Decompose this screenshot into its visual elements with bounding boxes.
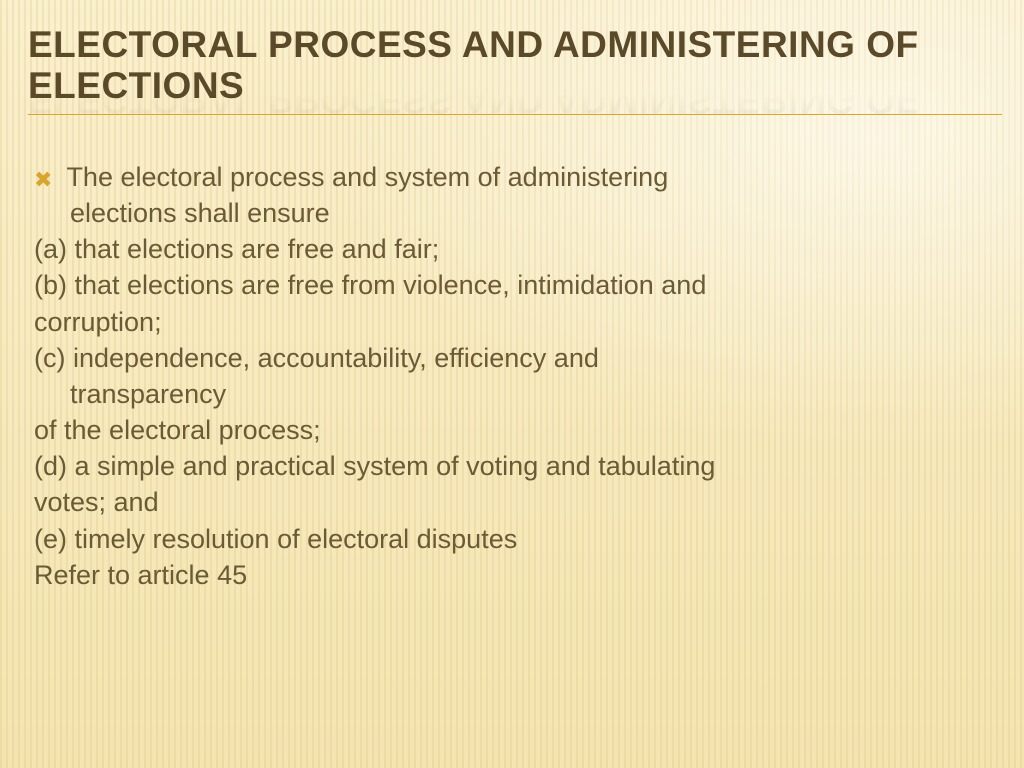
bullet-text-line2: elections shall ensure: [28, 195, 996, 231]
item-c: (c) independence, accountability, effici…: [28, 340, 996, 376]
item-b: (b) that elections are free from violenc…: [28, 267, 996, 303]
bullet-text-line1: The electoral process and system of admi…: [66, 159, 996, 195]
bullet-item: ✖ The electoral process and system of ad…: [28, 159, 996, 195]
bullet-marker-icon: ✖: [34, 165, 52, 194]
item-d: (d) a simple and practical system of vot…: [28, 448, 996, 484]
slide-container: ELECTORAL PROCESS AND ADMINISTERING OF E…: [0, 0, 1024, 768]
slide-body: ✖ The electoral process and system of ad…: [28, 159, 996, 593]
item-c-cont: transparency: [28, 376, 996, 412]
item-b-cont: corruption;: [28, 304, 996, 340]
slide-title: ELECTORAL PROCESS AND ADMINISTERING OF E…: [28, 24, 996, 113]
item-a: (a) that elections are free and fair;: [28, 231, 996, 267]
item-ref: Refer to article 45: [28, 557, 996, 593]
item-c-cont2: of the electoral process;: [28, 412, 996, 448]
item-d-cont: votes; and: [28, 484, 996, 520]
item-e: (e) timely resolution of electoral dispu…: [28, 521, 996, 557]
